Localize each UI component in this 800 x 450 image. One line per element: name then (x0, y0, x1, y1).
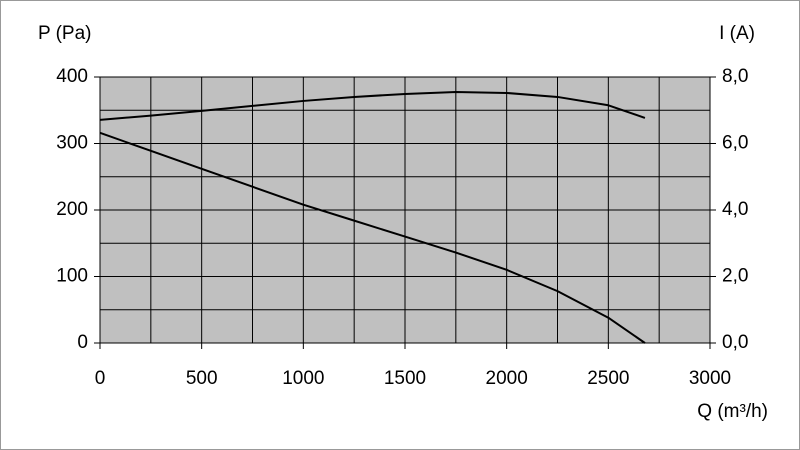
x-tick-label: 3000 (689, 368, 731, 389)
y-tick-label: 0 (77, 332, 88, 353)
y2-tick-label: 2,0 (722, 266, 748, 287)
y-tick-label: 200 (56, 199, 88, 220)
y2-tick-label: 6,0 (722, 133, 748, 154)
data-line (99, 90, 646, 121)
y-tick-label: 100 (56, 266, 88, 287)
x-tick-label: 2500 (587, 368, 629, 389)
y2-axis-label: I (A) (719, 23, 755, 44)
y-axis-label: P (Pa) (38, 23, 92, 44)
y2-tick-label: 8,0 (722, 66, 748, 87)
y2-tick-label: 4,0 (722, 199, 748, 220)
x-tick-label: 2000 (486, 368, 528, 389)
y2-tick-label: 0,0 (722, 332, 748, 353)
x-tick-label: 1000 (282, 368, 324, 389)
x-tick-label: 500 (186, 368, 218, 389)
data-line (99, 131, 646, 344)
y-tick-label: 300 (56, 133, 88, 154)
y-tick-label: 400 (56, 66, 88, 87)
x-axis-label: Q (m³/h) (697, 401, 768, 422)
x-tick-label: 0 (95, 368, 106, 389)
x-tick-label: 1500 (384, 368, 426, 389)
